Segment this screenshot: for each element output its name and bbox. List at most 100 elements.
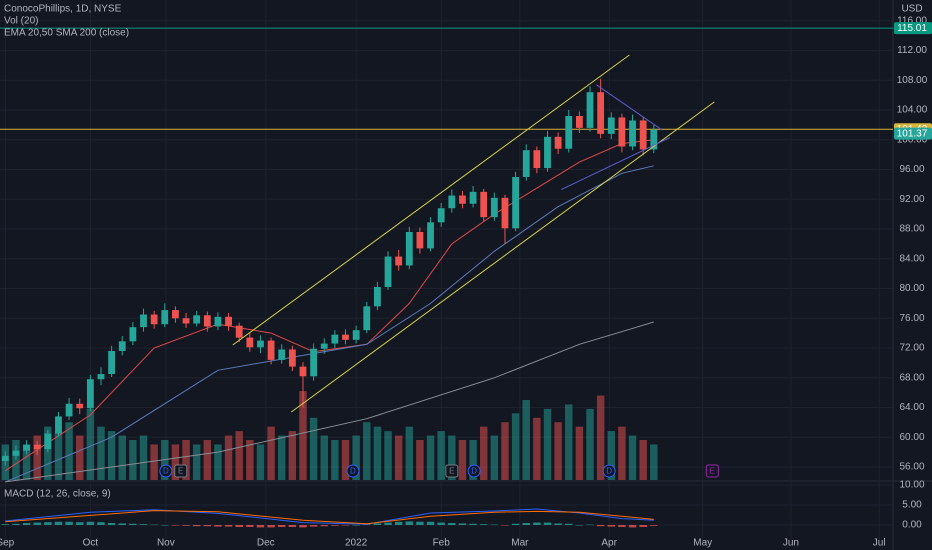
volume-label: Vol (20): [4, 16, 38, 27]
candle-body: [33, 444, 41, 450]
macd-histogram-bar: [150, 524, 158, 526]
y-tick-label: 116.00: [897, 15, 927, 26]
macd-histogram-bar: [299, 525, 307, 528]
macd-histogram-bar: [288, 525, 297, 527]
candle-body: [55, 416, 62, 434]
candle-body: [533, 150, 541, 169]
volume-bar: [437, 431, 445, 480]
macd-histogram-bar: [586, 524, 594, 526]
candle-body: [405, 232, 413, 266]
macd-histogram-bar: [448, 523, 456, 525]
candle-body: [544, 136, 551, 169]
event-label: E: [178, 467, 183, 476]
macd-histogram-bar: [501, 525, 509, 526]
y-tick-label: 56.00: [899, 462, 924, 473]
volume-bar: [341, 440, 350, 480]
macd-histogram-bar: [139, 524, 148, 525]
volume-bar: [522, 400, 530, 480]
candle-body: [193, 315, 201, 324]
macd-histogram-bar: [192, 525, 201, 527]
volume-bar: [373, 426, 382, 480]
volume-bar: [394, 435, 403, 480]
event-label: E: [710, 467, 715, 476]
macd-histogram-bar: [331, 525, 339, 526]
volume-bar: [543, 408, 552, 480]
candle-body: [161, 310, 169, 325]
candle-body: [607, 117, 615, 134]
candle-body: [363, 306, 371, 331]
volume-bar: [267, 426, 275, 480]
x-tick-label: Mar: [511, 538, 529, 549]
macd-histogram-bar: [107, 523, 116, 525]
candle-body: [512, 176, 520, 229]
macd-histogram-bar: [54, 521, 63, 525]
macd-histogram-bar: [246, 525, 254, 527]
candle-body: [639, 120, 647, 150]
volume-bar: [309, 417, 318, 480]
x-tick-label: Nov: [157, 538, 175, 549]
event-label: D: [606, 467, 612, 476]
volume-bar: [533, 417, 541, 480]
volume-bar: [352, 435, 360, 480]
volume-bar: [22, 444, 31, 480]
macd-histogram-bar: [256, 525, 265, 528]
x-tick-label: Dec: [257, 538, 275, 549]
candle-body: [352, 330, 360, 340]
volume-bar: [182, 440, 190, 480]
candle-body: [310, 348, 318, 377]
volume-bar: [363, 422, 371, 480]
candle-body: [575, 116, 583, 128]
candle-body: [44, 433, 52, 450]
last-price-label-box: [894, 127, 932, 140]
x-tick-label: Oct: [83, 538, 99, 549]
macd-histogram-bar: [533, 522, 541, 525]
volume-bar: [203, 440, 212, 480]
macd-histogram-bar: [575, 525, 584, 526]
event-label: D: [471, 467, 477, 476]
volume-bar: [426, 435, 435, 480]
macd-histogram-bar: [405, 521, 414, 525]
candle-body: [597, 92, 605, 134]
y-tick-label: 88.00: [899, 224, 924, 235]
x-tick-label: Apr: [601, 538, 617, 549]
y-tick-label: 68.00: [899, 372, 924, 383]
macd-histogram-bar: [65, 521, 73, 525]
last-price-label: 101.37: [897, 128, 928, 139]
moving-average: [5, 139, 654, 472]
macd-histogram-bar: [203, 525, 212, 527]
macd-histogram-bar: [394, 521, 403, 525]
volume-bar: [479, 426, 488, 480]
macd-histogram-bar: [76, 522, 84, 525]
macd-line: [5, 508, 654, 525]
candle-body: [565, 116, 573, 149]
macd-histogram-bar: [161, 525, 169, 526]
macd-tick-label: 5.00: [902, 500, 922, 511]
hline-price-label-box: [894, 22, 932, 35]
candle-body: [182, 318, 190, 324]
candle-body: [150, 314, 158, 325]
volume-bar: [54, 431, 63, 480]
macd-histogram-bar: [607, 525, 616, 527]
macd-histogram-bar: [628, 525, 637, 528]
macd-histogram-bar: [277, 525, 286, 527]
candle-body: [320, 343, 328, 349]
volume-bar: [256, 444, 265, 480]
y-tick-label: 84.00: [899, 253, 924, 264]
volume-bar: [511, 413, 520, 480]
macd-histogram-bar: [565, 523, 573, 525]
x-tick-label: Jun: [783, 538, 799, 549]
volume-bar: [12, 440, 20, 480]
candle-body: [172, 310, 179, 319]
macd-histogram-bar: [267, 525, 275, 528]
candle-body: [129, 327, 137, 342]
candle-body: [384, 256, 392, 288]
macd-histogram-bar: [22, 523, 31, 525]
y-tick-label: 80.00: [899, 283, 924, 294]
macd-histogram-bar: [426, 521, 435, 525]
candle-body: [267, 340, 275, 360]
candle-body: [288, 349, 296, 367]
volume-bar: [650, 444, 658, 480]
volume-bar: [405, 426, 414, 480]
x-tick-label: Jul: [873, 538, 886, 549]
